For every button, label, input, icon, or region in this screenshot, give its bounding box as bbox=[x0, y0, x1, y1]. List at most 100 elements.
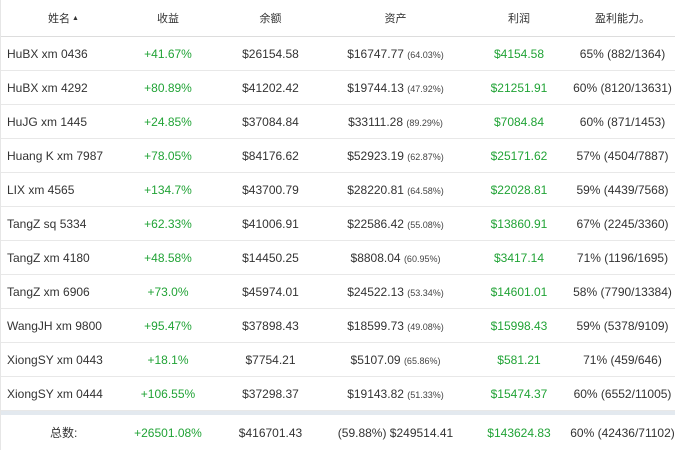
table-row[interactable]: Huang K xm 7987 +78.05% $84176.62 $52923.19… bbox=[0, 139, 675, 173]
account-balance: $43700.79 bbox=[242, 182, 299, 197]
column-header-name[interactable]: 姓名 ▲ bbox=[48, 13, 79, 25]
assets-value: $28220.81 bbox=[347, 182, 404, 197]
assets-value: $19143.82 bbox=[347, 386, 404, 401]
table-row[interactable]: TangZ xm 6906 +73.0% $45974.01 $24522.13 (5… bbox=[0, 275, 675, 309]
account-profit: $15474.37 bbox=[490, 386, 548, 401]
account-profit: $21251.91 bbox=[490, 80, 548, 95]
account-profit: $7084.84 bbox=[493, 114, 545, 129]
account-assets: $33111.28 (89.29%) bbox=[323, 115, 468, 129]
assets-percent: (51.33%) bbox=[407, 389, 444, 400]
account-profit: $4154.58 bbox=[493, 46, 545, 61]
assets-percent: (64.03%) bbox=[407, 49, 444, 60]
assets-percent: (53.34%) bbox=[407, 287, 444, 298]
column-header-balance[interactable]: 余额 bbox=[259, 13, 282, 25]
assets-value: $24522.13 bbox=[347, 284, 404, 299]
account-ratio: 59% (5378/9109) bbox=[576, 318, 669, 333]
account-profit: $25171.62 bbox=[490, 148, 548, 163]
column-header-assets[interactable]: 资产 bbox=[384, 13, 407, 25]
account-balance: $41202.42 bbox=[242, 80, 299, 95]
assets-percent: (64.58%) bbox=[407, 185, 444, 196]
account-gain: +48.58% bbox=[144, 250, 192, 265]
assets-percent: (62.87%) bbox=[407, 151, 444, 162]
column-header-ratio[interactable]: 盈利能力。 bbox=[595, 13, 650, 25]
assets-value: $8808.04 bbox=[350, 250, 401, 265]
table-row[interactable]: TangZ sq 5334 +62.33% $41006.91 $22586.42 (… bbox=[0, 207, 675, 241]
account-name: XiongSY xm 0443 bbox=[7, 352, 103, 367]
account-assets: $28220.81 (64.58%) bbox=[323, 183, 468, 197]
account-profit: $3417.14 bbox=[493, 250, 545, 265]
account-assets: $52923.19 (62.87%) bbox=[323, 149, 468, 163]
account-profit: $581.21 bbox=[497, 352, 541, 367]
total-assets: (59.88%) $249514.41 bbox=[337, 425, 454, 440]
account-name: TangZ sq 5334 bbox=[7, 216, 87, 231]
account-name: Huang K xm 7987 bbox=[7, 148, 104, 163]
account-assets: $8808.04 (60.95%) bbox=[323, 251, 468, 265]
account-gain: +18.1% bbox=[147, 352, 189, 367]
column-header-gain[interactable]: 收益 bbox=[157, 13, 179, 25]
table-total-row: 总数: +26501.08% $416701.43 (59.88%) $2495… bbox=[0, 411, 675, 450]
table-left-border bbox=[0, 0, 1, 450]
account-gain: +24.85% bbox=[144, 114, 192, 129]
account-ratio: 60% (6552/11005) bbox=[573, 386, 672, 401]
account-ratio: 71% (459/646) bbox=[583, 352, 662, 367]
table-row[interactable]: HuBX xm 0436 +41.67% $26154.58 $16747.77 (6… bbox=[0, 37, 675, 71]
account-ratio: 57% (4504/7887) bbox=[576, 148, 669, 163]
account-gain: +73.0% bbox=[147, 284, 189, 299]
assets-value: $33111.28 bbox=[348, 114, 404, 129]
account-balance: $45974.01 bbox=[242, 284, 299, 299]
assets-value: $52923.19 bbox=[347, 148, 404, 163]
account-gain: +41.67% bbox=[144, 46, 192, 61]
table-row[interactable]: XiongSY xm 0443 +18.1% $7754.21 $5107.09 (6… bbox=[0, 343, 675, 377]
table-header: 姓名 ▲ 收益 余额 资产 利润 盈利能力。 bbox=[0, 0, 675, 37]
table-body: HuBX xm 0436 +41.67% $26154.58 $16747.77 (6… bbox=[0, 37, 675, 411]
account-gain: +80.89% bbox=[144, 80, 192, 95]
column-header-profit[interactable]: 利润 bbox=[508, 13, 530, 25]
account-name: XiongSY xm 0444 bbox=[7, 386, 103, 401]
account-balance: $37084.84 bbox=[242, 114, 299, 129]
account-balance: $7754.21 bbox=[245, 352, 296, 367]
account-balance: $41006.91 bbox=[242, 216, 299, 231]
account-assets: $24522.13 (53.34%) bbox=[323, 285, 468, 299]
assets-value: $19744.13 bbox=[347, 80, 404, 95]
account-assets: $18599.73 (49.08%) bbox=[323, 319, 468, 333]
account-balance: $14450.25 bbox=[242, 250, 299, 265]
account-profit: $13860.91 bbox=[490, 216, 548, 231]
account-profit: $22028.81 bbox=[490, 182, 548, 197]
assets-percent: (89.29%) bbox=[406, 117, 443, 128]
table-row[interactable]: HuJG xm 1445 +24.85% $37084.84 $33111.28 (8… bbox=[0, 105, 675, 139]
assets-percent: (55.08%) bbox=[407, 219, 444, 230]
assets-value: $5107.09 bbox=[350, 352, 401, 367]
table-row[interactable]: XiongSY xm 0444 +106.55% $37298.37 $19143.8… bbox=[0, 377, 675, 411]
account-gain: +95.47% bbox=[144, 318, 192, 333]
account-balance: $37298.37 bbox=[242, 386, 299, 401]
table-row[interactable]: LIX xm 4565 +134.7% $43700.79 $28220.81 (64… bbox=[0, 173, 675, 207]
account-profit: $14601.01 bbox=[490, 284, 548, 299]
assets-value: $18599.73 bbox=[347, 318, 404, 333]
account-name: TangZ xm 4180 bbox=[7, 250, 90, 265]
account-name: HuJG xm 1445 bbox=[7, 114, 88, 129]
account-gain: +106.55% bbox=[140, 386, 196, 401]
account-profit: $15998.43 bbox=[490, 318, 548, 333]
account-ratio: 67% (2245/3360) bbox=[576, 216, 669, 231]
total-profit: $143624.83 bbox=[487, 425, 551, 440]
account-assets: $19143.82 (51.33%) bbox=[323, 387, 468, 401]
total-label: 总数: bbox=[50, 426, 78, 440]
account-assets: $5107.09 (65.86%) bbox=[323, 353, 468, 367]
account-balance: $84176.62 bbox=[242, 148, 299, 163]
total-gain: +26501.08% bbox=[134, 425, 202, 440]
account-name: HuBX xm 0436 bbox=[7, 46, 88, 61]
account-name: LIX xm 4565 bbox=[7, 182, 75, 197]
sort-asc-icon: ▲ bbox=[72, 15, 79, 22]
account-assets: $22586.42 (55.08%) bbox=[323, 217, 468, 231]
account-assets: $19744.13 (47.92%) bbox=[323, 81, 468, 95]
account-balance: $37898.43 bbox=[242, 318, 299, 333]
table-row[interactable]: WangJH xm 9800 +95.47% $37898.43 $18599.73 … bbox=[0, 309, 675, 343]
assets-percent: (49.08%) bbox=[407, 321, 444, 332]
account-gain: +78.05% bbox=[144, 148, 192, 163]
table-row[interactable]: HuBX xm 4292 +80.89% $41202.42 $19744.13 (4… bbox=[0, 71, 675, 105]
account-balance: $26154.58 bbox=[242, 46, 299, 61]
assets-percent: (65.86%) bbox=[403, 355, 441, 366]
account-assets: $16747.77 (64.03%) bbox=[323, 47, 468, 61]
table-row[interactable]: TangZ xm 4180 +48.58% $14450.25 $8808.04 (6… bbox=[0, 241, 675, 275]
